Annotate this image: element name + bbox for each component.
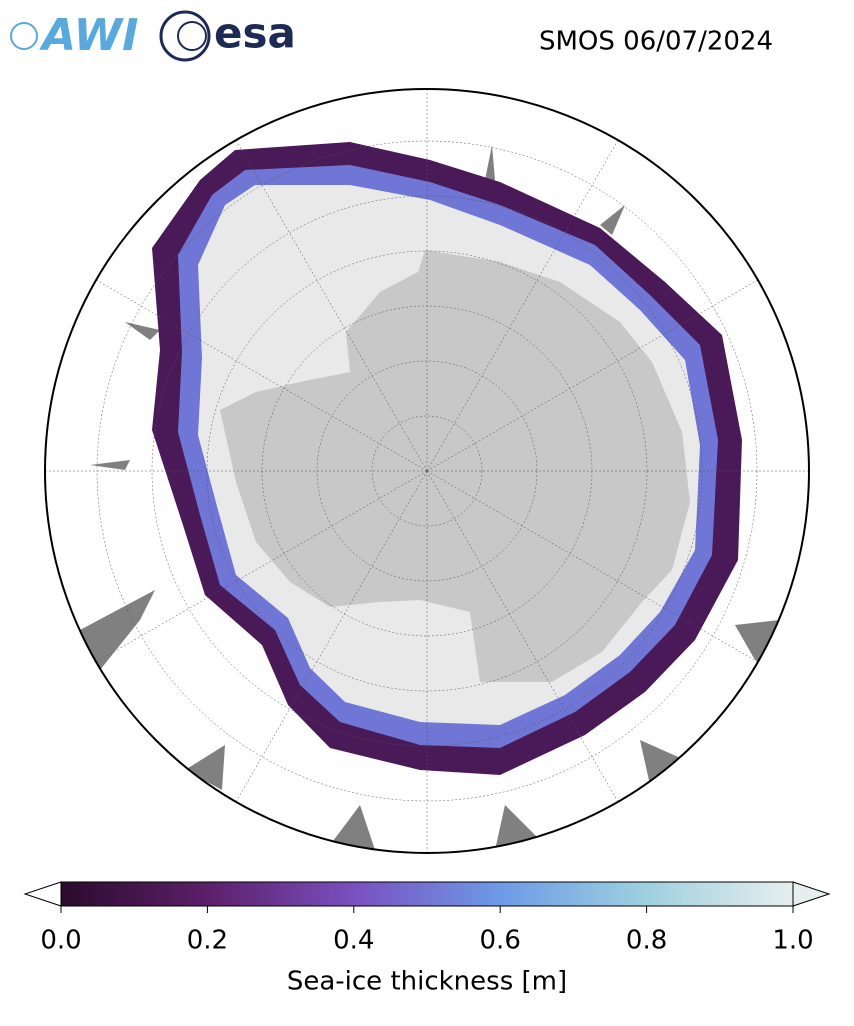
graticule bbox=[45, 89, 809, 853]
colorbar: 0.0 0.2 0.4 0.6 0.8 1.0 bbox=[23, 881, 831, 956]
colorbar-tick-label: 0.0 bbox=[40, 926, 81, 956]
antarctica bbox=[220, 250, 690, 682]
colorbar-tick-label: 0.2 bbox=[187, 926, 228, 956]
awi-logo-text: AWI bbox=[39, 10, 139, 61]
title: SMOS 06/07/2024 bbox=[539, 27, 773, 57]
latitude-line bbox=[371, 415, 483, 527]
awi-logo: AWI bbox=[10, 10, 139, 61]
colorbar-scale bbox=[60, 881, 794, 907]
colorbar-tick-label: 1.0 bbox=[772, 926, 813, 956]
map bbox=[45, 89, 809, 853]
esa-logo-text: esa bbox=[214, 9, 296, 58]
colorbar-tick-label: 0.8 bbox=[626, 926, 667, 956]
esa-logo: esa bbox=[159, 9, 296, 62]
colorbar-extend-high bbox=[792, 881, 831, 907]
colorbar-tick-label: 0.6 bbox=[480, 926, 521, 956]
colorbar-extend-low bbox=[23, 881, 62, 907]
colorbar-label: Sea-ice thickness [m] bbox=[287, 967, 567, 997]
latitude-line bbox=[151, 195, 703, 747]
map-frame bbox=[44, 88, 810, 854]
colorbar-tick-label: 0.4 bbox=[333, 926, 374, 956]
